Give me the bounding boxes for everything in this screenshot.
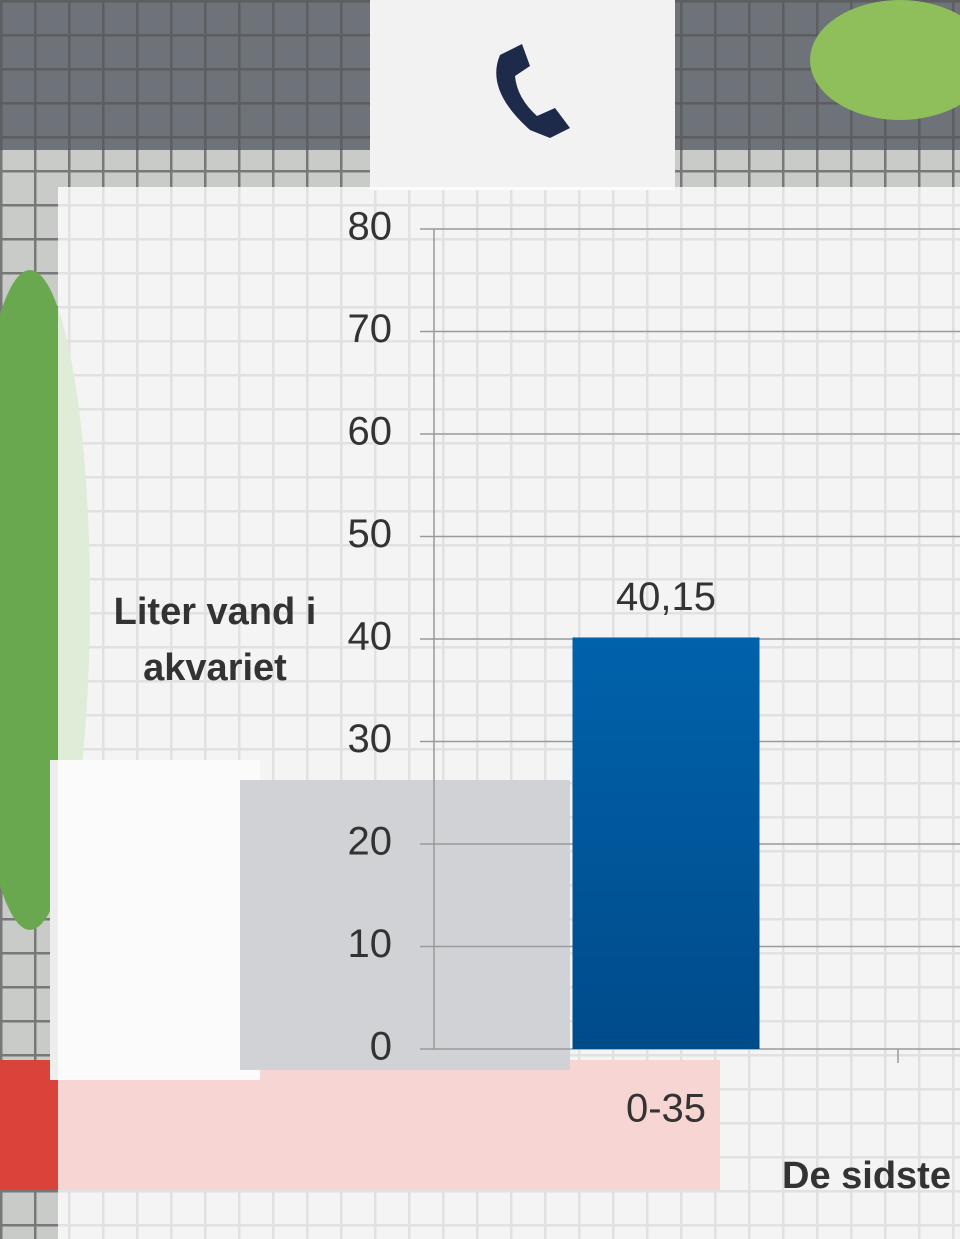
y-tick-label: 30 [348,717,393,761]
y-tick-label: 50 [348,512,393,556]
bar [572,637,760,1049]
y-axis-label-line-1: Liter vand i [114,591,317,633]
x-axis-label: De sidste [782,1155,951,1197]
y-tick-label: 60 [348,410,393,454]
y-tick-label: 70 [348,307,393,351]
y-tick-label: 20 [348,820,393,864]
value-label: 40,15 [616,575,716,619]
y-tick-label: 80 [348,205,393,249]
y-tick-label: 40 [348,615,393,659]
y-tick-label: 10 [348,922,393,966]
y-axis-label-line-2: akvariet [143,647,287,689]
chart-overlay [58,187,960,1239]
y-tick-label: 0 [370,1025,392,1069]
x-tick-label: 0-35 [626,1087,706,1131]
